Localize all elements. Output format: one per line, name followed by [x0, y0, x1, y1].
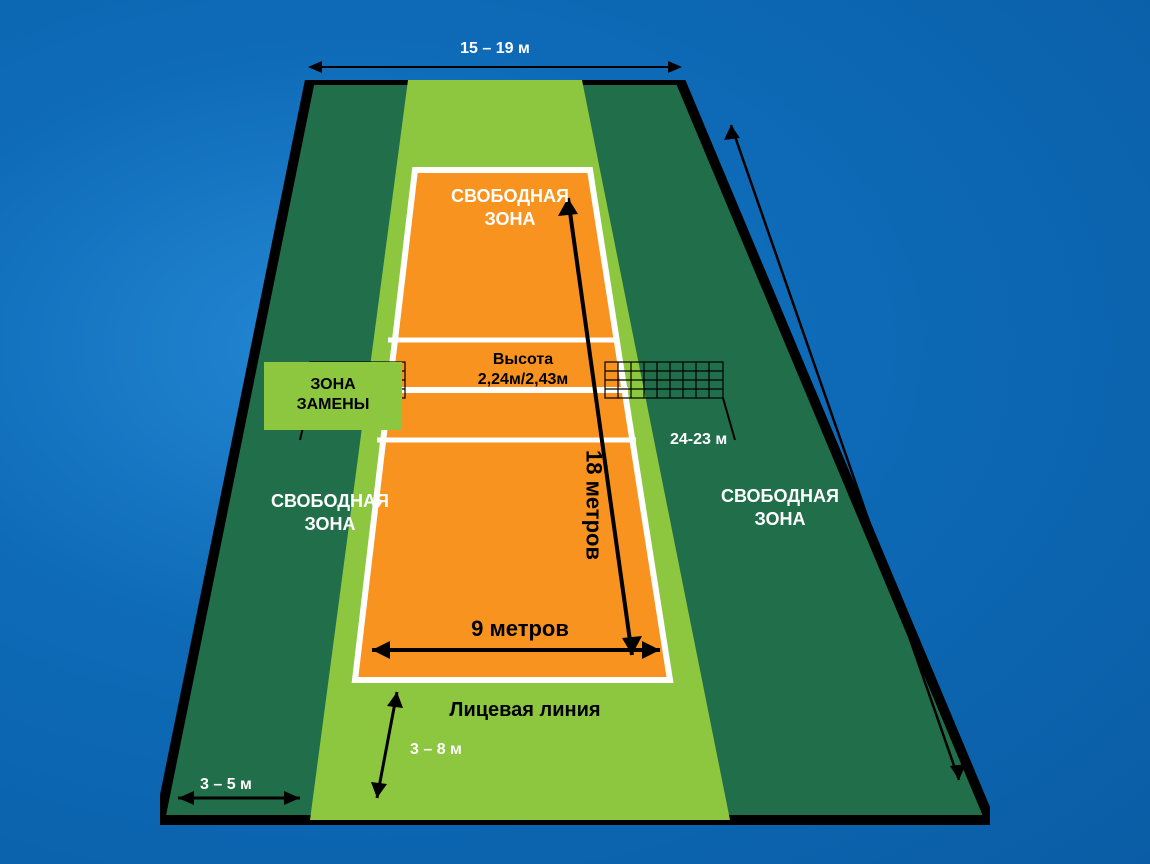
top-width-arrow — [310, 66, 680, 68]
right-length-label: 24-23 м — [670, 430, 727, 450]
volleyball-court-diagram: 15 – 19 м — [160, 40, 990, 830]
baseline-label: Лицевая линия — [410, 698, 640, 723]
side-free-label: 3 – 5 м — [200, 775, 252, 795]
free-zone-label-right: СВОБОДНАЯЗОНА — [690, 485, 870, 530]
net-height-label: Высота2,24м/2,43м — [443, 350, 603, 390]
back-free-label: 3 – 8 м — [410, 740, 462, 760]
top-width-label: 15 – 19 м — [310, 40, 680, 58]
court-width-label: 9 метров — [420, 615, 620, 643]
sub-zone-label: ЗОНАЗАМЕНЫ — [264, 375, 402, 415]
free-zone-label-left: СВОБОДНАЯЗОНА — [240, 490, 420, 535]
court-length-label: 18 метров — [580, 450, 608, 560]
free-zone-label-top: СВОБОДНАЯЗОНА — [420, 185, 600, 230]
